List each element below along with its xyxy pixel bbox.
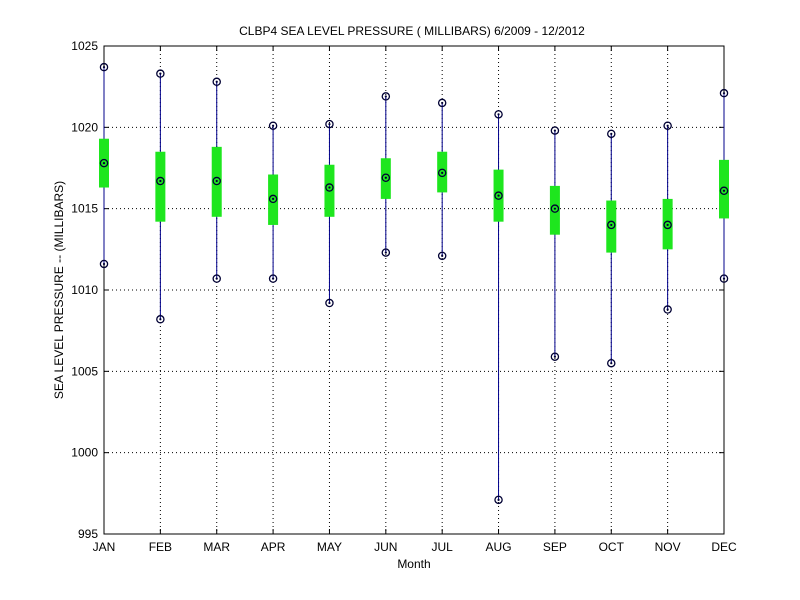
x-tick-label: MAY — [317, 540, 342, 554]
x-tick-label: OCT — [599, 540, 625, 554]
y-tick-label: 1015 — [71, 202, 98, 216]
min-marker — [494, 495, 503, 505]
box-group-apr — [268, 121, 279, 283]
box-group-jan — [99, 62, 109, 269]
x-tick-label: AUG — [486, 540, 512, 554]
y-tick-label: 1005 — [71, 364, 98, 378]
max-marker — [663, 121, 672, 130]
box-group-mar — [211, 77, 222, 283]
x-tick-label: SEP — [543, 540, 567, 554]
x-axis-title: Month — [397, 557, 430, 571]
x-tick-label: NOV — [655, 540, 681, 554]
chart-title: CLBP4 SEA LEVEL PRESSURE ( MILLIBARS) 6/… — [239, 24, 585, 38]
x-tick-label: APR — [261, 540, 286, 554]
min-marker — [381, 248, 391, 257]
box-group-aug — [493, 110, 504, 505]
max-marker — [550, 126, 560, 135]
box-group-jul — [437, 98, 448, 261]
y-tick-label: 995 — [78, 527, 98, 541]
median-marker — [663, 220, 672, 230]
median-marker — [156, 176, 165, 186]
box-group-feb — [155, 69, 166, 324]
x-tick-label: JUL — [432, 540, 454, 554]
max-marker — [212, 77, 221, 87]
max-marker — [99, 62, 109, 72]
min-marker — [212, 274, 221, 283]
max-marker — [719, 88, 729, 98]
max-marker — [325, 119, 334, 129]
max-marker — [381, 92, 391, 101]
min-marker — [437, 251, 447, 261]
box-group-may — [324, 119, 335, 308]
x-tick-label: JAN — [93, 540, 116, 554]
tick-labels: 995 1000 1005 1010 1015 1020 1025 JAN FEB MAR APR M… — [71, 39, 737, 554]
box-group-nov — [662, 121, 673, 314]
median-marker — [719, 186, 729, 196]
box-group-dec — [719, 88, 729, 283]
iqr-box — [549, 185, 560, 235]
min-marker — [156, 315, 165, 324]
box-group-oct — [606, 129, 617, 368]
box-group-sep — [549, 126, 560, 361]
axis-ticks — [103, 45, 725, 535]
y-tick-label: 1000 — [71, 446, 98, 460]
iqr-box — [606, 200, 617, 253]
min-marker — [663, 305, 672, 314]
iqr-box — [719, 159, 729, 219]
min-marker — [607, 358, 616, 368]
min-marker — [550, 352, 560, 361]
min-marker — [99, 259, 109, 269]
max-marker — [156, 69, 165, 78]
y-tick-label: 1025 — [71, 39, 98, 53]
median-marker — [99, 158, 109, 168]
min-marker — [268, 274, 278, 283]
median-marker — [494, 191, 503, 200]
max-marker — [607, 129, 616, 139]
x-tick-label: FEB — [149, 540, 172, 554]
x-tick-label: DEC — [711, 540, 737, 554]
y-tick-label: 1010 — [71, 283, 98, 297]
median-marker — [212, 176, 221, 186]
median-marker — [607, 220, 616, 230]
max-marker — [268, 121, 278, 130]
median-marker — [325, 183, 334, 192]
y-tick-label: 1020 — [71, 120, 98, 134]
max-marker — [437, 98, 447, 108]
min-marker — [719, 274, 729, 283]
box-series — [99, 62, 729, 505]
min-marker — [325, 298, 334, 308]
median-marker — [268, 194, 278, 204]
box-group-jun — [380, 92, 391, 257]
x-tick-label: MAR — [203, 540, 230, 554]
x-tick-label: JUN — [374, 540, 397, 554]
iqr-box — [155, 151, 166, 222]
median-marker — [550, 204, 560, 213]
median-marker — [381, 173, 391, 183]
max-marker — [494, 110, 503, 119]
y-axis-title: SEA LEVEL PRESSURE -- (MILLIBARS) — [52, 181, 66, 399]
median-marker — [437, 168, 447, 178]
